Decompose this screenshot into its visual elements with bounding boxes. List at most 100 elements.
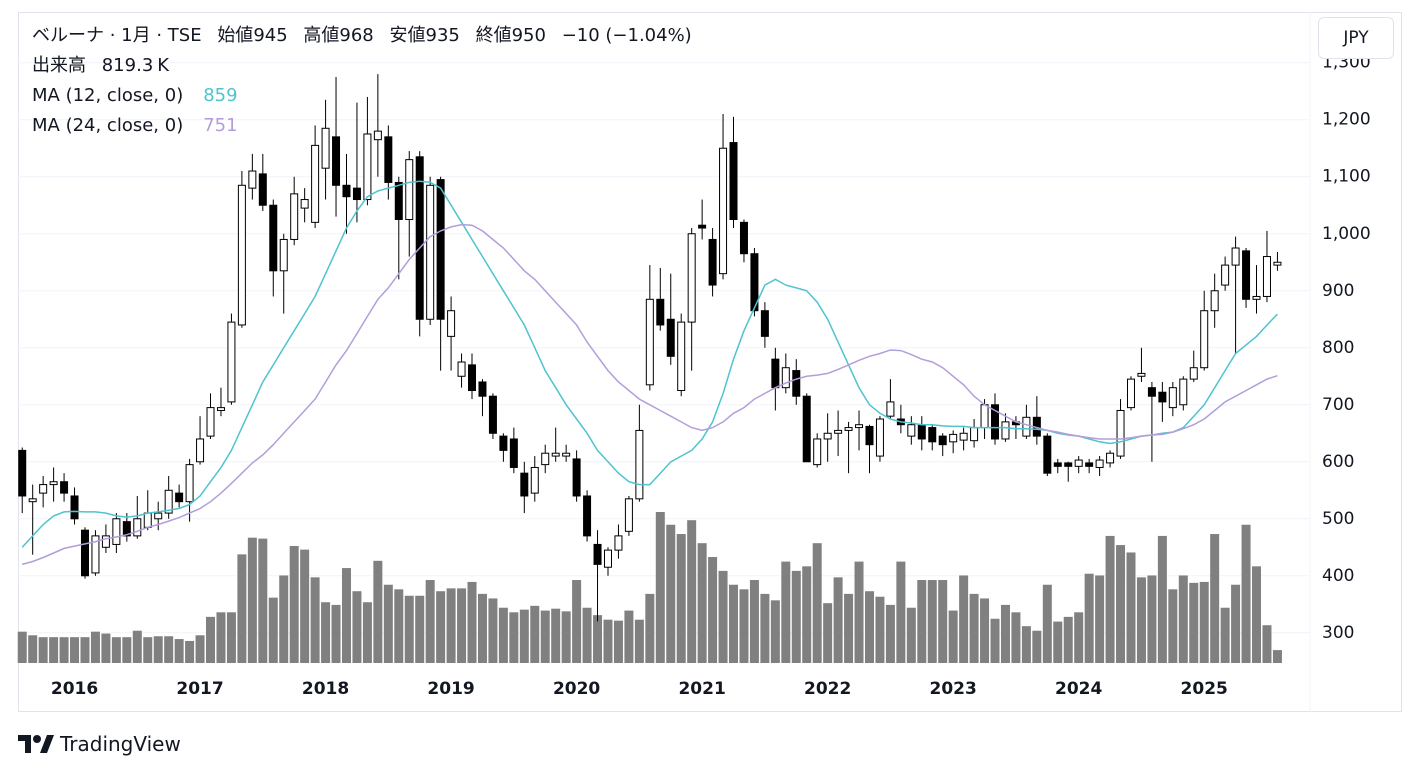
volume-bar	[101, 633, 111, 663]
currency-button[interactable]: JPY	[1318, 17, 1394, 59]
volume-bar	[1210, 534, 1220, 663]
candle-body	[1095, 459, 1104, 468]
volume-bar	[226, 612, 236, 663]
candle-body	[572, 458, 581, 497]
candle-body	[70, 495, 79, 520]
volume-bar	[404, 595, 414, 663]
candle-body	[792, 370, 801, 397]
volume-bar	[153, 636, 163, 663]
candle-body	[823, 432, 832, 440]
volume-bar	[791, 570, 801, 663]
volume-bar	[551, 608, 561, 663]
volume-bar	[885, 604, 895, 663]
volume-bar	[195, 635, 205, 663]
candle-body	[719, 147, 728, 275]
y-tick-label: 800	[1322, 338, 1354, 358]
volume-bar	[1199, 581, 1209, 663]
volume-bar	[28, 635, 38, 663]
candle-body	[750, 253, 759, 312]
candle-body	[468, 364, 477, 392]
volume-bar	[59, 637, 69, 663]
y-tick-label: 1,200	[1322, 110, 1371, 130]
volume-bar	[603, 619, 613, 663]
volume-value: 819.3	[101, 55, 154, 76]
candle-body	[60, 481, 69, 494]
x-tick-label: 2018	[302, 679, 349, 699]
volume-bar	[917, 580, 927, 663]
x-tick-label: 2021	[678, 679, 725, 699]
volume-bar	[530, 605, 540, 663]
x-tick-label: 2023	[930, 679, 977, 699]
volume-bar	[436, 591, 446, 663]
candle-body	[18, 449, 27, 497]
low-label: 安値	[389, 25, 426, 46]
candle-body	[666, 318, 675, 357]
volume-bar	[383, 584, 393, 663]
candle-body	[1043, 435, 1052, 474]
candle-body	[855, 424, 864, 429]
candle-body	[436, 179, 445, 320]
volume-bar	[624, 610, 634, 663]
volume-bar	[1116, 545, 1126, 663]
volume-bar	[164, 636, 174, 663]
candle-body	[143, 512, 152, 528]
candle-body	[1106, 452, 1115, 464]
volume-bar	[415, 595, 425, 663]
volume-bar	[1074, 612, 1084, 663]
volume-bar	[948, 610, 958, 663]
candle-body	[1022, 416, 1031, 437]
volume-bar	[927, 580, 937, 663]
candle-body	[917, 424, 926, 440]
candle-body	[1273, 261, 1282, 266]
volume-bar	[80, 637, 90, 663]
volume-bar	[666, 524, 676, 663]
volume-bar	[519, 609, 529, 663]
ma12-name: MA (12, close, 0)	[32, 85, 184, 106]
volume-bar	[467, 581, 477, 663]
brand-name: TradingView	[60, 732, 181, 756]
candle-body	[101, 535, 110, 548]
volume-bar	[1021, 626, 1031, 663]
volume-bar	[300, 549, 310, 663]
volume-bar	[938, 580, 948, 663]
candle-body	[227, 321, 236, 403]
candle-body	[196, 438, 205, 463]
y-tick-label: 1,100	[1322, 167, 1371, 187]
candle-body	[384, 136, 393, 183]
volume-bar	[477, 593, 487, 663]
volume-bar	[1157, 535, 1167, 663]
candle-body	[959, 432, 968, 441]
candle-body	[645, 298, 654, 386]
candle-body	[258, 173, 267, 206]
volume-bar	[812, 543, 822, 663]
volume-bar	[572, 580, 582, 663]
candle-body	[687, 233, 696, 323]
volume-bar	[833, 577, 843, 663]
candle-body	[520, 472, 529, 497]
candle-body	[562, 452, 571, 457]
ma12-value: 859	[203, 85, 238, 106]
volume-bar	[676, 534, 686, 663]
candle-body	[1168, 387, 1177, 409]
volume-bar	[613, 620, 623, 663]
volume-bar	[310, 577, 320, 663]
candle-body	[980, 404, 989, 429]
volume-bar	[279, 575, 289, 663]
candle-body	[1210, 290, 1219, 312]
volume-bar	[352, 591, 362, 663]
candle-body	[216, 407, 225, 411]
close-value: 950	[511, 25, 546, 46]
high-label: 高値	[303, 25, 340, 46]
brand-logo[interactable]: TradingView	[18, 732, 181, 756]
volume-bar	[341, 568, 351, 663]
candle-body	[478, 381, 487, 397]
volume-bar	[122, 637, 132, 663]
candle-body	[426, 184, 435, 320]
volume-bar	[864, 591, 874, 663]
candle-body	[907, 424, 916, 437]
volume-bar	[1189, 582, 1199, 663]
volume-bar	[373, 560, 383, 663]
volume-bar	[770, 600, 780, 663]
x-tick-label: 2025	[1181, 679, 1228, 699]
